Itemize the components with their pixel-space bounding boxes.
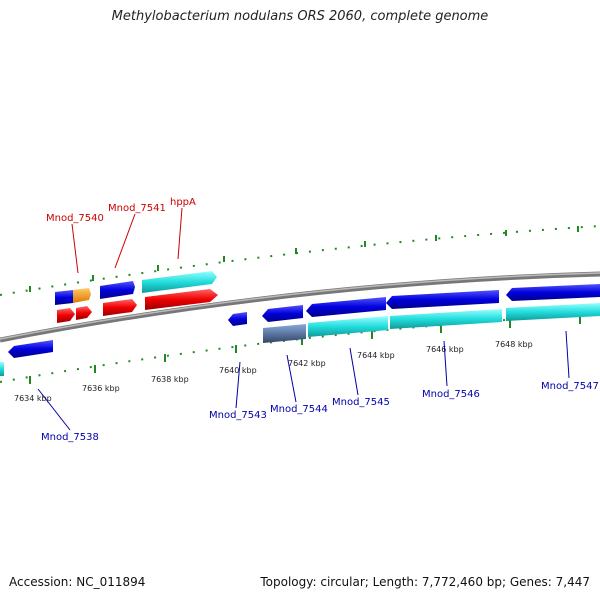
accession-label: Accession: NC_011894 — [9, 575, 146, 589]
tick-label: 7644 kbp — [357, 351, 395, 360]
gene-arrow — [73, 288, 91, 303]
upper-tick-scale — [0, 225, 600, 296]
gene-label: Mnod_7538 — [41, 432, 99, 443]
gene-arrow — [386, 290, 499, 309]
gene-arrow — [228, 312, 247, 326]
gene-arrow — [308, 316, 388, 337]
outer-strand-genes — [55, 271, 217, 305]
leader-line — [349, 347, 359, 396]
lower-major-ticks — [29, 316, 581, 384]
leader-line — [286, 354, 297, 403]
leader-line — [37, 388, 71, 431]
genome-backbone — [0, 271, 600, 343]
gene-arrow — [76, 306, 92, 320]
tick-label: 7634 kbp — [14, 394, 52, 403]
gene-label: Mnod_7544 — [270, 404, 328, 415]
gene-arrow — [262, 305, 303, 322]
gene-label: hppA — [170, 197, 196, 208]
red-genes — [57, 289, 218, 323]
gene-label: Mnod_7547 — [541, 381, 599, 392]
genome-stats: Topology: circular; Length: 7,772,460 bp… — [260, 575, 590, 589]
tick-label: 7640 kbp — [219, 366, 257, 375]
gene-arrow — [145, 289, 218, 310]
leader-line — [114, 213, 136, 269]
gene-label: Mnod_7540 — [46, 213, 104, 224]
gene-arrow — [263, 324, 306, 343]
gene-arrow — [57, 308, 75, 323]
gene-arrow — [0, 362, 4, 376]
gene-labels-bottom: Mnod_7538 Mnod_7543 Mnod_7544 Mnod_7545 … — [41, 381, 599, 443]
tick-label: 7638 kbp — [151, 375, 189, 384]
leader-line — [235, 361, 241, 409]
gene-label: Mnod_7541 — [108, 203, 166, 214]
tick-label: 7636 kbp — [82, 384, 120, 393]
genome-title: Methylobacterium nodulans ORS 2060, comp… — [111, 9, 489, 24]
leader-line — [177, 207, 183, 260]
leader-line — [565, 330, 570, 379]
gene-arrow — [506, 284, 600, 301]
tick-label: 7648 kbp — [495, 340, 533, 349]
gene-arrow — [390, 309, 502, 329]
gene-label: Mnod_7543 — [209, 410, 267, 421]
upper-major-ticks — [29, 226, 579, 292]
gene-arrow — [103, 299, 137, 316]
tick-label: 7642 kbp — [288, 359, 326, 368]
gene-arrow — [506, 303, 600, 321]
gene-arrow — [55, 290, 73, 305]
gene-label: Mnod_7545 — [332, 397, 390, 408]
gene-arrow — [100, 281, 135, 299]
gene-labels-top: Mnod_7540 Mnod_7541 hppA — [46, 197, 196, 224]
gene-label: Mnod_7546 — [422, 389, 480, 400]
gene-arrow — [306, 297, 386, 317]
leader-line — [443, 340, 448, 387]
gene-arrow — [8, 340, 53, 358]
gene-arrow — [142, 271, 217, 293]
leader-line — [71, 223, 79, 274]
inner-strand-genes — [0, 284, 600, 376]
